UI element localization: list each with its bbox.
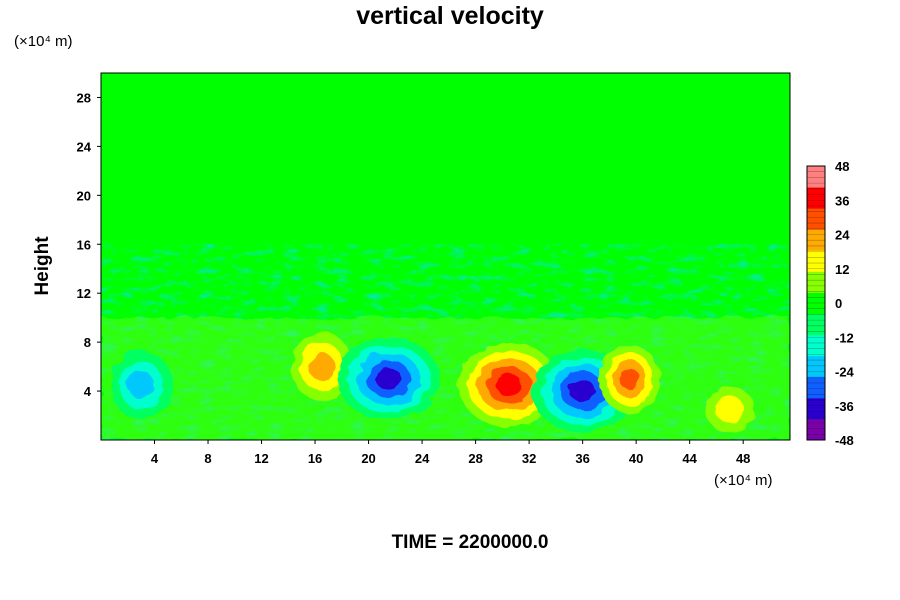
colorbar-swatch — [807, 313, 825, 336]
updraft-cell — [458, 343, 560, 427]
colorbar-swatch — [807, 250, 825, 272]
y-tick-label: 28 — [77, 90, 91, 105]
x-axis-units: (×10⁴ m) — [714, 472, 773, 489]
y-tick-label: 4 — [84, 384, 92, 399]
colorbar-tick-label: -12 — [835, 330, 854, 345]
colorbar-swatch — [807, 334, 825, 357]
colorbar-swatch — [807, 292, 825, 315]
y-tick-label: 16 — [77, 237, 91, 252]
y-tick-label: 24 — [77, 139, 92, 154]
x-tick-label: 32 — [522, 451, 536, 466]
x-tick-label: 24 — [415, 451, 430, 466]
colorbar-swatch — [807, 376, 825, 399]
x-tick-label: 8 — [204, 451, 211, 466]
x-tick-label: 12 — [254, 451, 268, 466]
downdraft-cell — [337, 337, 440, 421]
downdraft-contour — [128, 370, 154, 400]
updraft-contour — [309, 352, 335, 381]
colorbar-swatch — [807, 187, 825, 209]
updraft-cell — [705, 386, 754, 433]
y-tick-label: 12 — [77, 286, 91, 301]
y-tick-label: 8 — [84, 335, 91, 350]
y-axis-units: (×10⁴ m) — [14, 33, 73, 50]
x-tick-label: 36 — [575, 451, 589, 466]
updraft-contour — [495, 374, 523, 396]
colorbar-swatch — [807, 229, 825, 251]
x-tick-label: 4 — [151, 451, 159, 466]
colorbar-swatch — [807, 418, 825, 441]
field-low-level — [101, 317, 790, 440]
colorbar-tick-label: 36 — [835, 193, 849, 208]
colorbar-swatch — [807, 397, 825, 420]
colorbar-tick-label: -24 — [835, 365, 855, 380]
colorbar-tick-label: 24 — [835, 228, 850, 243]
y-tick-label: 20 — [77, 188, 91, 203]
colorbar-swatch — [807, 208, 825, 230]
colorbar-tick-label: -48 — [835, 433, 854, 448]
x-tick-label: 16 — [308, 451, 322, 466]
updraft-contour — [619, 367, 640, 390]
x-tick-label: 40 — [629, 451, 643, 466]
colorbar-tick-label: 12 — [835, 262, 849, 277]
downdraft-cell — [110, 350, 172, 420]
downdraft-contour — [375, 368, 402, 390]
updraft-cell — [290, 332, 353, 401]
colorbar-tick-label: 48 — [835, 159, 849, 174]
x-tick-label: 44 — [682, 451, 697, 466]
colorbar: 48 36 24 12 0 -12 -24 -36 -48 — [806, 159, 855, 448]
colorbar-frame — [806, 165, 826, 441]
colorbar-swatch — [807, 355, 825, 378]
time-label: TIME = 2200000.0 — [391, 532, 549, 553]
colorbar-tick-label: 0 — [835, 296, 842, 311]
x-tick-label: 48 — [736, 451, 750, 466]
x-tick-label: 20 — [361, 451, 375, 466]
colorbar-tick-label: -36 — [835, 399, 854, 414]
heatmap-field — [101, 73, 790, 440]
plot-frame — [100, 72, 791, 441]
colorbar-swatch — [807, 166, 825, 188]
x-tick-label: 28 — [468, 451, 482, 466]
updraft-contour — [715, 395, 744, 423]
downdraft-contour — [569, 380, 596, 402]
updraft-cell — [598, 344, 661, 414]
chart-title: vertical velocity — [356, 2, 544, 30]
colorbar-swatch — [807, 271, 825, 293]
